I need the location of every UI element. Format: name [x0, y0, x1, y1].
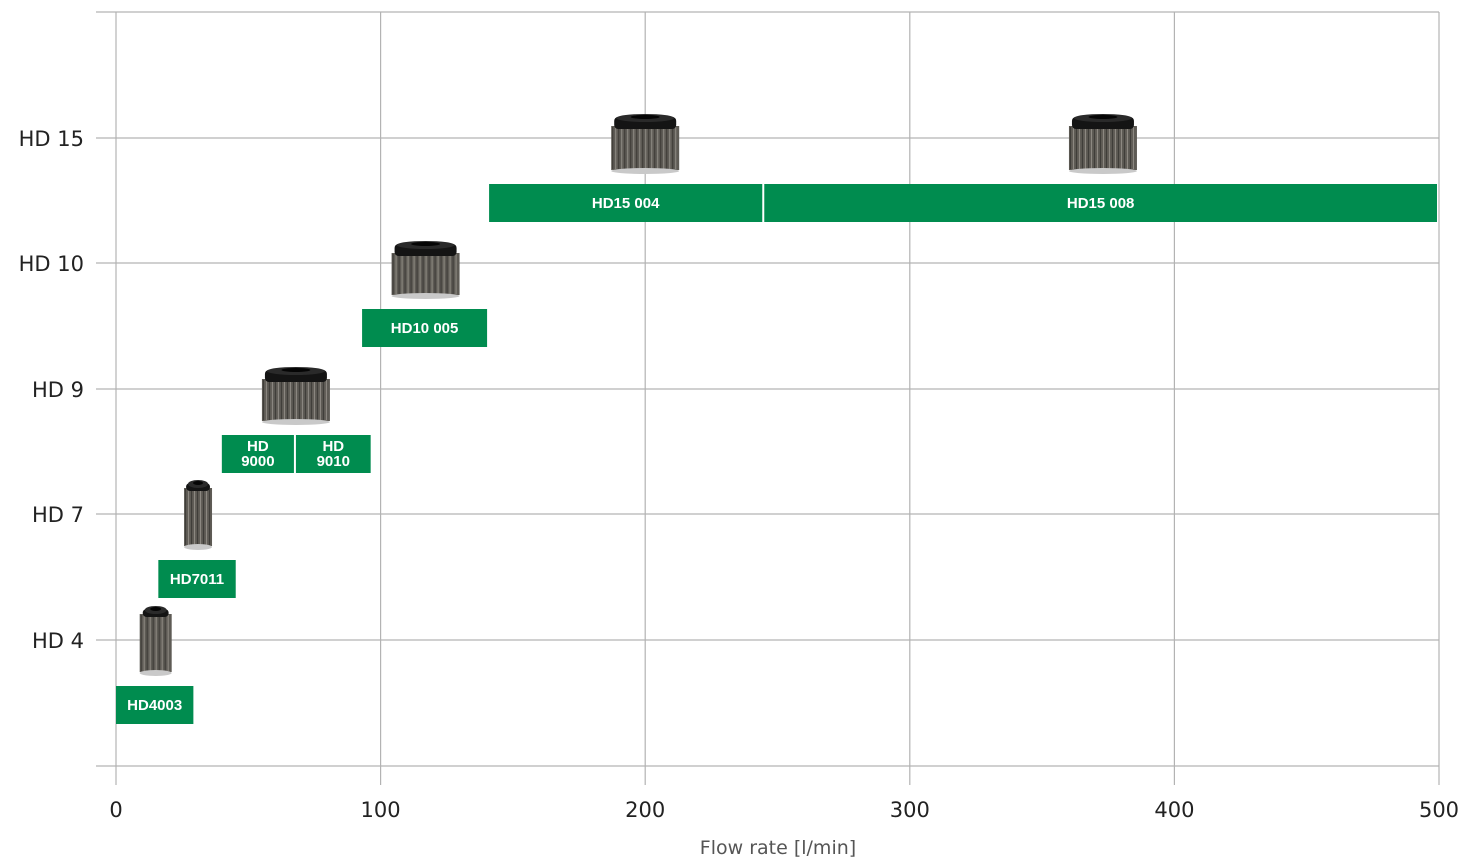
cartridge-cap-hole — [150, 607, 162, 611]
bar — [221, 435, 294, 473]
x-tick-label: 200 — [625, 798, 665, 822]
cartridge-base — [139, 670, 172, 676]
bar — [362, 309, 488, 347]
hd4-filter-cartridge-image — [139, 606, 172, 676]
bar-label: HD15 004 — [592, 195, 660, 212]
bar — [764, 184, 1437, 222]
hd7-filter-cartridge-image — [184, 480, 213, 550]
cartridge-cap-hole — [281, 368, 311, 372]
cartridge-cap-hole — [1088, 115, 1118, 119]
y-tick-label: HD 9 — [32, 378, 84, 402]
x-tick-label: 100 — [361, 798, 401, 822]
cartridge-cap-hole — [411, 242, 441, 246]
y-axis-labels: HD 4 HD 7 HD 9 HD 10 HD 15 — [19, 127, 84, 653]
bar — [295, 435, 371, 473]
cartridge-cap-hole — [193, 481, 204, 485]
x-axis-labels: 0 100 200 300 400 500 — [109, 798, 1459, 822]
cartridge-base — [184, 544, 213, 550]
cartridge-base — [1068, 168, 1137, 174]
cartridge-cap-hole — [630, 115, 660, 119]
bars: HD4003 HD7011 HD 9000 HD 9010 HD10 005 HD15 004… — [116, 184, 1437, 724]
hd15-filter-cartridge-image — [1068, 114, 1137, 174]
cartridge-base — [391, 293, 460, 299]
x-tick-label: 300 — [890, 798, 930, 822]
y-tick-label: HD 7 — [32, 503, 84, 527]
bar-label: HD4003 — [127, 697, 182, 714]
y-tick-label: HD 4 — [32, 629, 84, 653]
bar-label: HD 9010 — [317, 438, 350, 470]
bar-label: HD 9000 — [241, 438, 274, 470]
bar-label: HD10 005 — [391, 320, 459, 337]
filter-images — [139, 114, 1137, 676]
x-axis-title: Flow rate [l/min] — [700, 837, 856, 857]
hd10-filter-cartridge-image — [391, 241, 460, 299]
bar — [116, 686, 194, 724]
hd9-filter-cartridge-image — [261, 367, 330, 425]
cartridge-base — [611, 168, 680, 174]
grid — [96, 11, 1440, 785]
bar — [489, 184, 763, 222]
hd15-filter-cartridge-image — [611, 114, 680, 174]
bar — [158, 560, 236, 598]
y-tick-label: HD 10 — [19, 252, 84, 276]
x-tick-label: 400 — [1154, 798, 1194, 822]
x-tick-label: 500 — [1419, 798, 1459, 822]
y-tick-label: HD 15 — [19, 127, 84, 151]
bar-label: HD15 008 — [1067, 195, 1135, 212]
bar-label: HD7011 — [170, 571, 224, 588]
cartridge-base — [261, 419, 330, 425]
x-tick-label: 0 — [109, 798, 122, 822]
